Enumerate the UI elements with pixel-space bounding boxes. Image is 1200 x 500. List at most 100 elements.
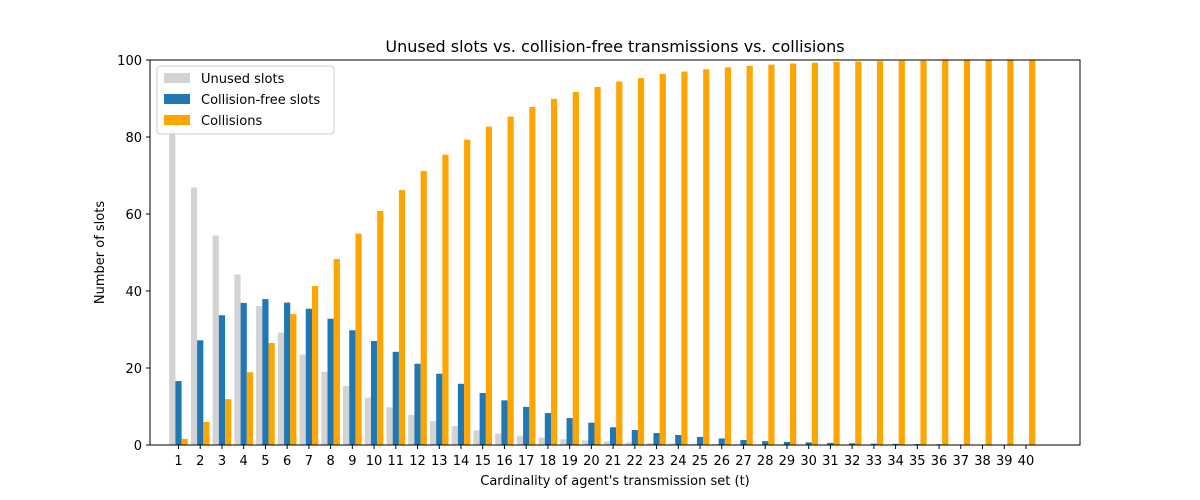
x-axis-label: Cardinality of agent's transmission set … [480,474,750,489]
bar-collisions-5 [268,342,275,445]
x-tick-label: 8 [326,454,334,469]
bar-unused-10 [364,397,371,445]
bar-collision-free-15 [479,393,486,445]
bar-collisions-7 [311,286,319,445]
bar-collision-free-8 [327,318,334,445]
bar-collisions-18 [551,98,558,445]
bar-unused-19 [560,439,567,445]
x-tick-label: 3 [218,454,226,469]
bar-collisions-19 [572,91,579,445]
bar-unused-25 [690,443,697,445]
bar-collision-free-26 [718,438,725,445]
x-tick-label: 22 [627,454,644,469]
x-tick-label: 24 [670,454,687,469]
bar-unused-20 [582,440,589,445]
x-tick-label: 28 [757,454,774,469]
y-tick-label: 40 [125,285,142,300]
bar-unused-21 [603,441,610,445]
x-tick-label: 12 [409,454,426,469]
bar-collision-free-32 [849,443,856,445]
x-tick-label: 39 [996,454,1013,469]
bar-collision-free-5 [262,299,269,445]
bar-collisions-34 [898,60,905,446]
legend-label-collision-free: Collision-free slots [201,93,320,108]
bar-unused-11 [386,407,393,445]
y-tick-label: 20 [125,362,142,377]
bar-collision-free-27 [740,440,747,445]
bar-collisions-39 [1007,60,1014,445]
bar-unused-3 [212,235,219,445]
bar-collisions-38 [985,60,992,445]
bar-collisions-28 [768,64,775,446]
y-tick-label: 60 [125,208,142,223]
bar-unused-4 [234,274,241,445]
bar-unused-6 [277,332,285,445]
bar-collision-free-4 [240,302,247,445]
x-tick-label: 14 [453,454,470,469]
x-tick-label: 18 [540,454,557,469]
plot-frame [149,59,1081,446]
bar-collisions-36 [942,60,949,445]
legend-label-unused: Unused slots [201,72,285,87]
bar-collisions-20 [594,86,601,445]
bar-collisions-3 [225,399,232,445]
x-tick-label: 34 [887,454,904,469]
bar-collision-free-34 [892,443,899,445]
bar-collision-free-29 [783,441,791,445]
bar-collisions-22 [637,78,645,445]
y-axis-ticks: 0 20 40 60 80 100 [117,54,150,454]
bar-unused-9 [343,386,350,445]
bar-collisions-23 [659,73,666,446]
bar-collisions-27 [746,65,753,446]
bar-collisions-24 [681,71,688,446]
x-tick-label: 31 [822,454,839,469]
x-tick-label: 36 [931,454,948,469]
bar-collision-free-13 [436,373,443,445]
bar-collisions-13 [442,154,449,445]
bar-collisions-17 [529,106,536,445]
bar-collisions-6 [290,314,297,445]
bar-unused-8 [321,371,328,445]
x-tick-label: 33 [866,454,883,469]
x-tick-label: 37 [953,454,970,469]
bar-collisions-9 [355,233,362,445]
bar-collision-free-31 [827,442,834,445]
bar-unused-16 [495,433,502,445]
legend-label-collisions: Collisions [201,114,262,129]
bar-collision-free-7 [305,308,312,445]
bar-collisions-26 [724,67,732,445]
y-tick-label: 0 [134,439,142,454]
bar-collision-free-19 [566,418,573,445]
bar-unused-22 [625,442,632,445]
x-tick-label: 19 [561,454,578,469]
bar-collisions-35 [920,60,927,446]
bar-collision-free-16 [501,400,508,445]
bar-collision-free-17 [523,406,530,445]
bar-collisions-8 [333,259,340,445]
chart-title: Unused slots vs. collision-free transmis… [385,37,844,56]
bar-collision-free-12 [414,363,421,445]
bar-unused-13 [429,421,437,445]
x-tick-label: 29 [779,454,796,469]
x-tick-label: 17 [518,454,535,469]
bar-collisions-14 [464,139,471,445]
bar-collision-free-14 [457,383,465,445]
y-tick-label: 100 [117,54,142,69]
y-tick-label: 80 [125,131,142,146]
x-tick-label: 5 [261,454,269,469]
x-tick-label: 7 [305,454,313,469]
x-tick-label: 21 [605,454,622,469]
x-tick-label: 6 [283,454,291,469]
bar-collision-free-24 [675,434,682,445]
bar-collisions-15 [485,126,493,445]
bar-collisions-16 [507,116,514,445]
bar-collisions-25 [703,69,710,446]
bar-collisions-30 [811,62,818,445]
bar-collision-free-1 [175,381,182,445]
bar-collisions-32 [855,61,862,445]
bar-collision-free-33 [870,443,877,445]
bar-collisions-21 [616,81,623,445]
x-tick-label: 2 [196,454,204,469]
y-axis-label: Number of slots [93,201,108,304]
